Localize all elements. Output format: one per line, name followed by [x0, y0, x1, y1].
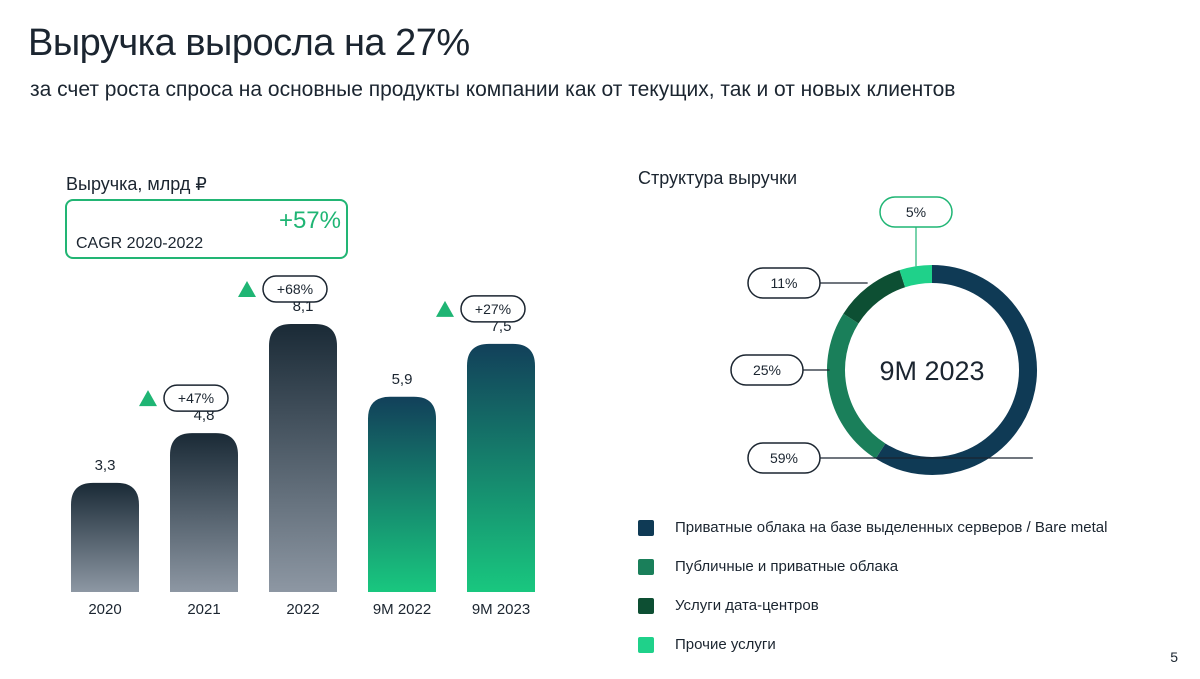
- cagr-box: +57% CAGR 2020-2022: [65, 199, 348, 259]
- cagr-label: CAGR 2020-2022: [76, 235, 204, 252]
- revenue-bar: [71, 482, 139, 592]
- legend-swatch: [638, 598, 654, 614]
- donut-slice: [899, 265, 933, 288]
- revenue-bar: [269, 324, 337, 592]
- donut-center-label: 9M 2023: [879, 356, 984, 386]
- legend-swatch: [638, 637, 654, 653]
- growth-pill: [262, 275, 328, 303]
- legend-label: Прочие услуги: [675, 636, 776, 653]
- growth-up-arrow-icon: [436, 300, 454, 317]
- revenue-bar: [170, 433, 238, 592]
- donut-slice: [843, 270, 906, 324]
- growth-pill: [163, 384, 229, 412]
- growth-up-arrow-icon: [238, 281, 256, 297]
- donut-value-pill: [879, 196, 953, 228]
- revenue-bar: [467, 343, 535, 592]
- legend-swatch: [638, 559, 654, 575]
- donut-value-label: 11%: [771, 275, 798, 291]
- legend-swatch: [638, 520, 654, 536]
- bar-category-label: 2021: [187, 601, 220, 618]
- bar-value-label: 5,9: [392, 371, 413, 388]
- growth-label: +68%: [277, 281, 313, 297]
- donut-value-label: 5%: [906, 204, 926, 220]
- revenue-chart-title: Выручка, млрд ₽: [66, 174, 207, 194]
- donut-value-pill: [747, 442, 821, 474]
- bar-category-label: 9M 2023: [472, 601, 530, 618]
- donut-value-label: 59%: [770, 450, 798, 466]
- donut-value-pill: [747, 267, 821, 299]
- legend-label: Услуги дата-центров: [675, 597, 819, 614]
- growth-label: +47%: [178, 390, 214, 406]
- legend-label: Публичные и приватные облака: [675, 558, 899, 575]
- page-title: Выручка выросла на 27%: [28, 22, 470, 64]
- donut-slice: [827, 313, 886, 459]
- bar-value-label: 3,3: [95, 457, 116, 474]
- structure-chart-title: Структура выручки: [638, 168, 798, 188]
- growth-up-arrow-icon: [139, 390, 157, 407]
- legend-label: Приватные облака на базе выделенных серв…: [675, 519, 1108, 536]
- bar-category-label: 9M 2022: [373, 601, 431, 618]
- donut-slice: [875, 265, 1037, 475]
- growth-label: +27%: [475, 301, 511, 317]
- page-number: 5: [1170, 649, 1178, 665]
- bar-category-label: 2022: [286, 601, 319, 618]
- revenue-bar: [368, 396, 436, 592]
- cagr-value: +57%: [278, 207, 341, 234]
- donut-value-pill: [730, 354, 804, 386]
- bar-category-label: 2020: [88, 601, 121, 618]
- growth-pill: [460, 295, 526, 323]
- page-subtitle: за счет роста спроса на основные продукт…: [30, 78, 956, 101]
- donut-value-label: 25%: [753, 362, 781, 378]
